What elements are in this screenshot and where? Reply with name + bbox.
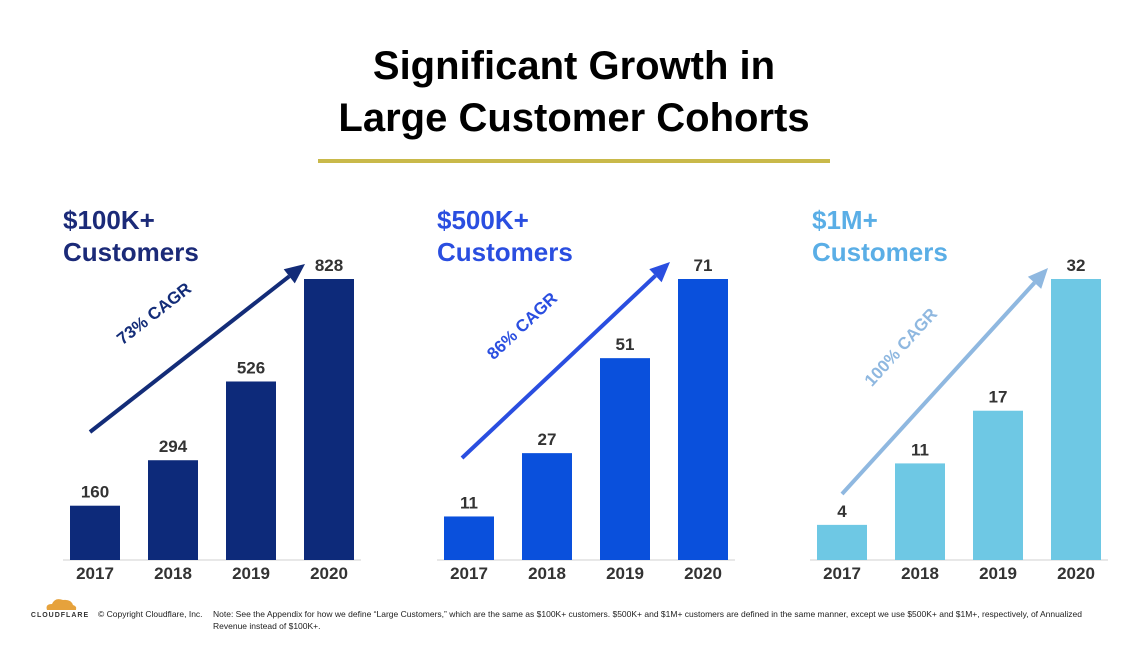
cloud-icon xyxy=(46,599,77,610)
data-label: 160 xyxy=(81,483,109,502)
cagr-label: 86% CAGR xyxy=(483,289,561,364)
bar xyxy=(148,460,198,560)
x-tick-label: 2017 xyxy=(823,564,861,583)
data-label: 71 xyxy=(694,256,713,275)
x-tick-label: 2019 xyxy=(232,564,270,583)
bar xyxy=(600,358,650,560)
bar xyxy=(522,453,572,560)
title-line-2: Large Customer Cohorts xyxy=(338,96,810,140)
data-label: 17 xyxy=(989,388,1008,407)
cloudflare-logo: CLOUDFLARE xyxy=(28,596,92,619)
cagr-arrow xyxy=(840,281,1037,496)
data-label: 828 xyxy=(315,256,343,275)
data-label: 32 xyxy=(1067,256,1086,275)
logo-text: CLOUDFLARE xyxy=(30,612,90,619)
arrow-head-icon xyxy=(1027,268,1048,289)
data-label: 4 xyxy=(837,502,847,521)
copyright: © Copyright Cloudflare, Inc. xyxy=(98,609,203,619)
bar xyxy=(70,505,120,560)
bar xyxy=(444,516,494,560)
cagr-label: 100% CAGR xyxy=(861,305,941,390)
bar xyxy=(226,381,276,560)
chart-title-line: $100K+ xyxy=(63,205,155,235)
arrow-head-icon xyxy=(283,264,305,284)
x-tick-label: 2017 xyxy=(76,564,114,583)
chart-title-500k: $500K+ Customers xyxy=(437,204,573,268)
x-tick-label: 2018 xyxy=(901,564,939,583)
arrow-head-icon xyxy=(649,262,670,283)
bar xyxy=(1051,279,1101,560)
bar xyxy=(817,524,867,560)
chart-title-line: $1M+ xyxy=(812,205,878,235)
x-tick-label: 2018 xyxy=(528,564,566,583)
x-tick-label: 2020 xyxy=(310,564,348,583)
chart-title-line: Customers xyxy=(437,237,573,267)
cagr-label: 73% CAGR xyxy=(113,279,195,349)
bar xyxy=(973,410,1023,560)
chart-title-line: Customers xyxy=(63,237,199,267)
data-label: 526 xyxy=(237,358,265,377)
chart-title-1m: $1M+ Customers xyxy=(812,204,948,268)
footnote: Note: See the Appendix for how we define… xyxy=(213,609,1083,631)
data-label: 11 xyxy=(460,493,478,512)
bar xyxy=(304,279,354,560)
title-line-1: Significant Growth in xyxy=(372,44,776,88)
x-tick-label: 2019 xyxy=(606,564,644,583)
chart-title-line: Customers xyxy=(812,237,948,267)
x-tick-label: 2020 xyxy=(684,564,722,583)
title-underline xyxy=(318,159,830,163)
data-label: 51 xyxy=(616,335,635,354)
x-tick-label: 2017 xyxy=(450,564,488,583)
chart-title-line: $500K+ xyxy=(437,205,529,235)
x-tick-label: 2019 xyxy=(979,564,1017,583)
bar xyxy=(895,463,945,560)
page-title: Significant Growth in Large Customer Coh… xyxy=(0,40,1148,144)
chart-title-100k: $100K+ Customers xyxy=(63,204,199,268)
data-label: 11 xyxy=(911,440,929,459)
x-tick-label: 2018 xyxy=(154,564,192,583)
x-tick-label: 2020 xyxy=(1057,564,1095,583)
bar xyxy=(678,279,728,560)
cagr-arrow xyxy=(460,274,657,460)
data-label: 294 xyxy=(159,437,188,456)
data-label: 27 xyxy=(538,430,557,449)
cagr-arrow xyxy=(88,274,291,434)
